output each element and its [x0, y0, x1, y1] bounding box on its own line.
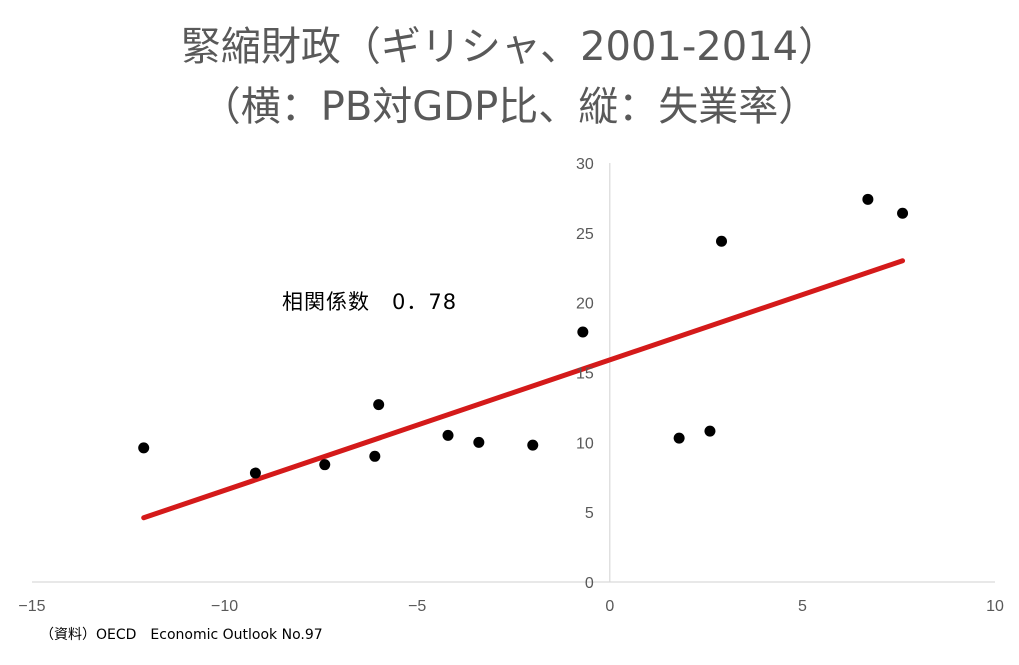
x-tick-label: 5 — [798, 598, 807, 615]
points-group — [138, 193, 909, 479]
chart-title-line1: 緊縮財政（ギリシャ、2001-2014） — [180, 24, 839, 70]
data-point — [527, 439, 539, 451]
data-point — [577, 326, 589, 338]
data-point — [897, 207, 909, 219]
axes — [32, 163, 995, 583]
data-point — [442, 429, 454, 441]
source-note: （資料）OECD Economic Outlook No.97 — [40, 627, 323, 643]
trendline — [141, 258, 906, 521]
y-tick-labels: 0 5 10 15 20 25 30 — [576, 156, 594, 592]
correlation-annotation: 相関係数 0．78 — [282, 290, 458, 314]
data-point — [373, 399, 385, 411]
x-tick-label: −5 — [408, 598, 426, 615]
x-tick-label: 10 — [986, 598, 1004, 615]
trendline-group — [141, 258, 906, 521]
data-point — [716, 235, 728, 247]
data-point — [473, 436, 485, 448]
y-tick-label: 30 — [576, 156, 594, 173]
data-point — [249, 467, 261, 479]
y-tick-label: 20 — [576, 296, 594, 313]
y-tick-label: 10 — [576, 435, 594, 452]
data-point — [704, 425, 716, 437]
x-tick-label: 0 — [605, 598, 614, 615]
data-point — [673, 432, 685, 444]
data-point — [319, 459, 331, 471]
chart-title-line2: （横：PB対GDP比、縦：失業率） — [200, 84, 819, 130]
data-point — [138, 442, 150, 454]
x-tick-label: −15 — [18, 598, 45, 615]
y-tick-label: 15 — [576, 366, 594, 383]
y-tick-label: 5 — [585, 505, 594, 522]
y-tick-label: 0 — [585, 575, 594, 592]
data-point — [862, 193, 874, 205]
data-point — [369, 450, 381, 462]
y-tick-label: 25 — [576, 226, 594, 243]
x-tick-label: −10 — [211, 598, 238, 615]
x-tick-labels: −15 −10 −5 0 5 10 — [18, 598, 1004, 615]
